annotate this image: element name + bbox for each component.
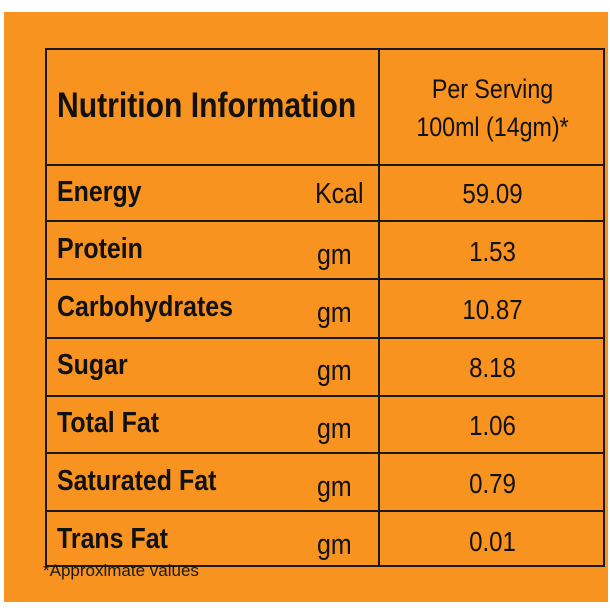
serving-header-line1: Per Serving bbox=[431, 74, 554, 104]
row-divider bbox=[47, 220, 603, 222]
row-label-saturated-fat: Saturated Fat bbox=[57, 465, 217, 497]
row-unit-carbohydrates: gm bbox=[317, 297, 352, 329]
column-divider bbox=[378, 50, 380, 565]
row-value-carbohydrates: 10.87 bbox=[462, 294, 523, 325]
footnote: *Approximate values bbox=[43, 561, 199, 580]
row-divider bbox=[47, 337, 603, 339]
row-unit-total-fat: gm bbox=[317, 413, 352, 445]
row-label-total-fat: Total Fat bbox=[57, 407, 160, 439]
row-value-sugar: 8.18 bbox=[469, 352, 516, 383]
row-unit-sugar: gm bbox=[317, 355, 352, 387]
row-label-carbohydrates: Carbohydrates bbox=[57, 291, 234, 323]
row-value-total-fat: 1.06 bbox=[469, 410, 516, 441]
row-label-sugar: Sugar bbox=[57, 349, 128, 381]
serving-header-line2: 100ml (14gm)* bbox=[416, 112, 569, 142]
row-unit-saturated-fat: gm bbox=[317, 471, 352, 503]
nutrition-table: Nutrition Information Per Serving 100ml … bbox=[45, 48, 605, 567]
row-value-protein: 1.53 bbox=[469, 236, 516, 267]
row-unit-protein: gm bbox=[317, 239, 352, 271]
row-divider bbox=[47, 510, 603, 512]
nutrition-panel: Nutrition Information Per Serving 100ml … bbox=[4, 12, 608, 602]
row-value-trans-fat: 0.01 bbox=[469, 526, 516, 557]
row-unit-trans-fat: gm bbox=[317, 529, 352, 561]
row-label-energy: Energy bbox=[57, 176, 142, 208]
row-label-protein: Protein bbox=[57, 233, 143, 265]
row-value-saturated-fat: 0.79 bbox=[469, 468, 516, 499]
row-divider bbox=[47, 452, 603, 454]
row-divider bbox=[47, 395, 603, 397]
row-value-energy: 59.09 bbox=[462, 178, 523, 209]
table-title: Nutrition Information bbox=[57, 86, 357, 125]
row-unit-energy: Kcal bbox=[315, 178, 364, 210]
row-label-trans-fat: Trans Fat bbox=[57, 523, 168, 555]
row-divider bbox=[47, 164, 603, 166]
row-divider bbox=[47, 278, 603, 280]
